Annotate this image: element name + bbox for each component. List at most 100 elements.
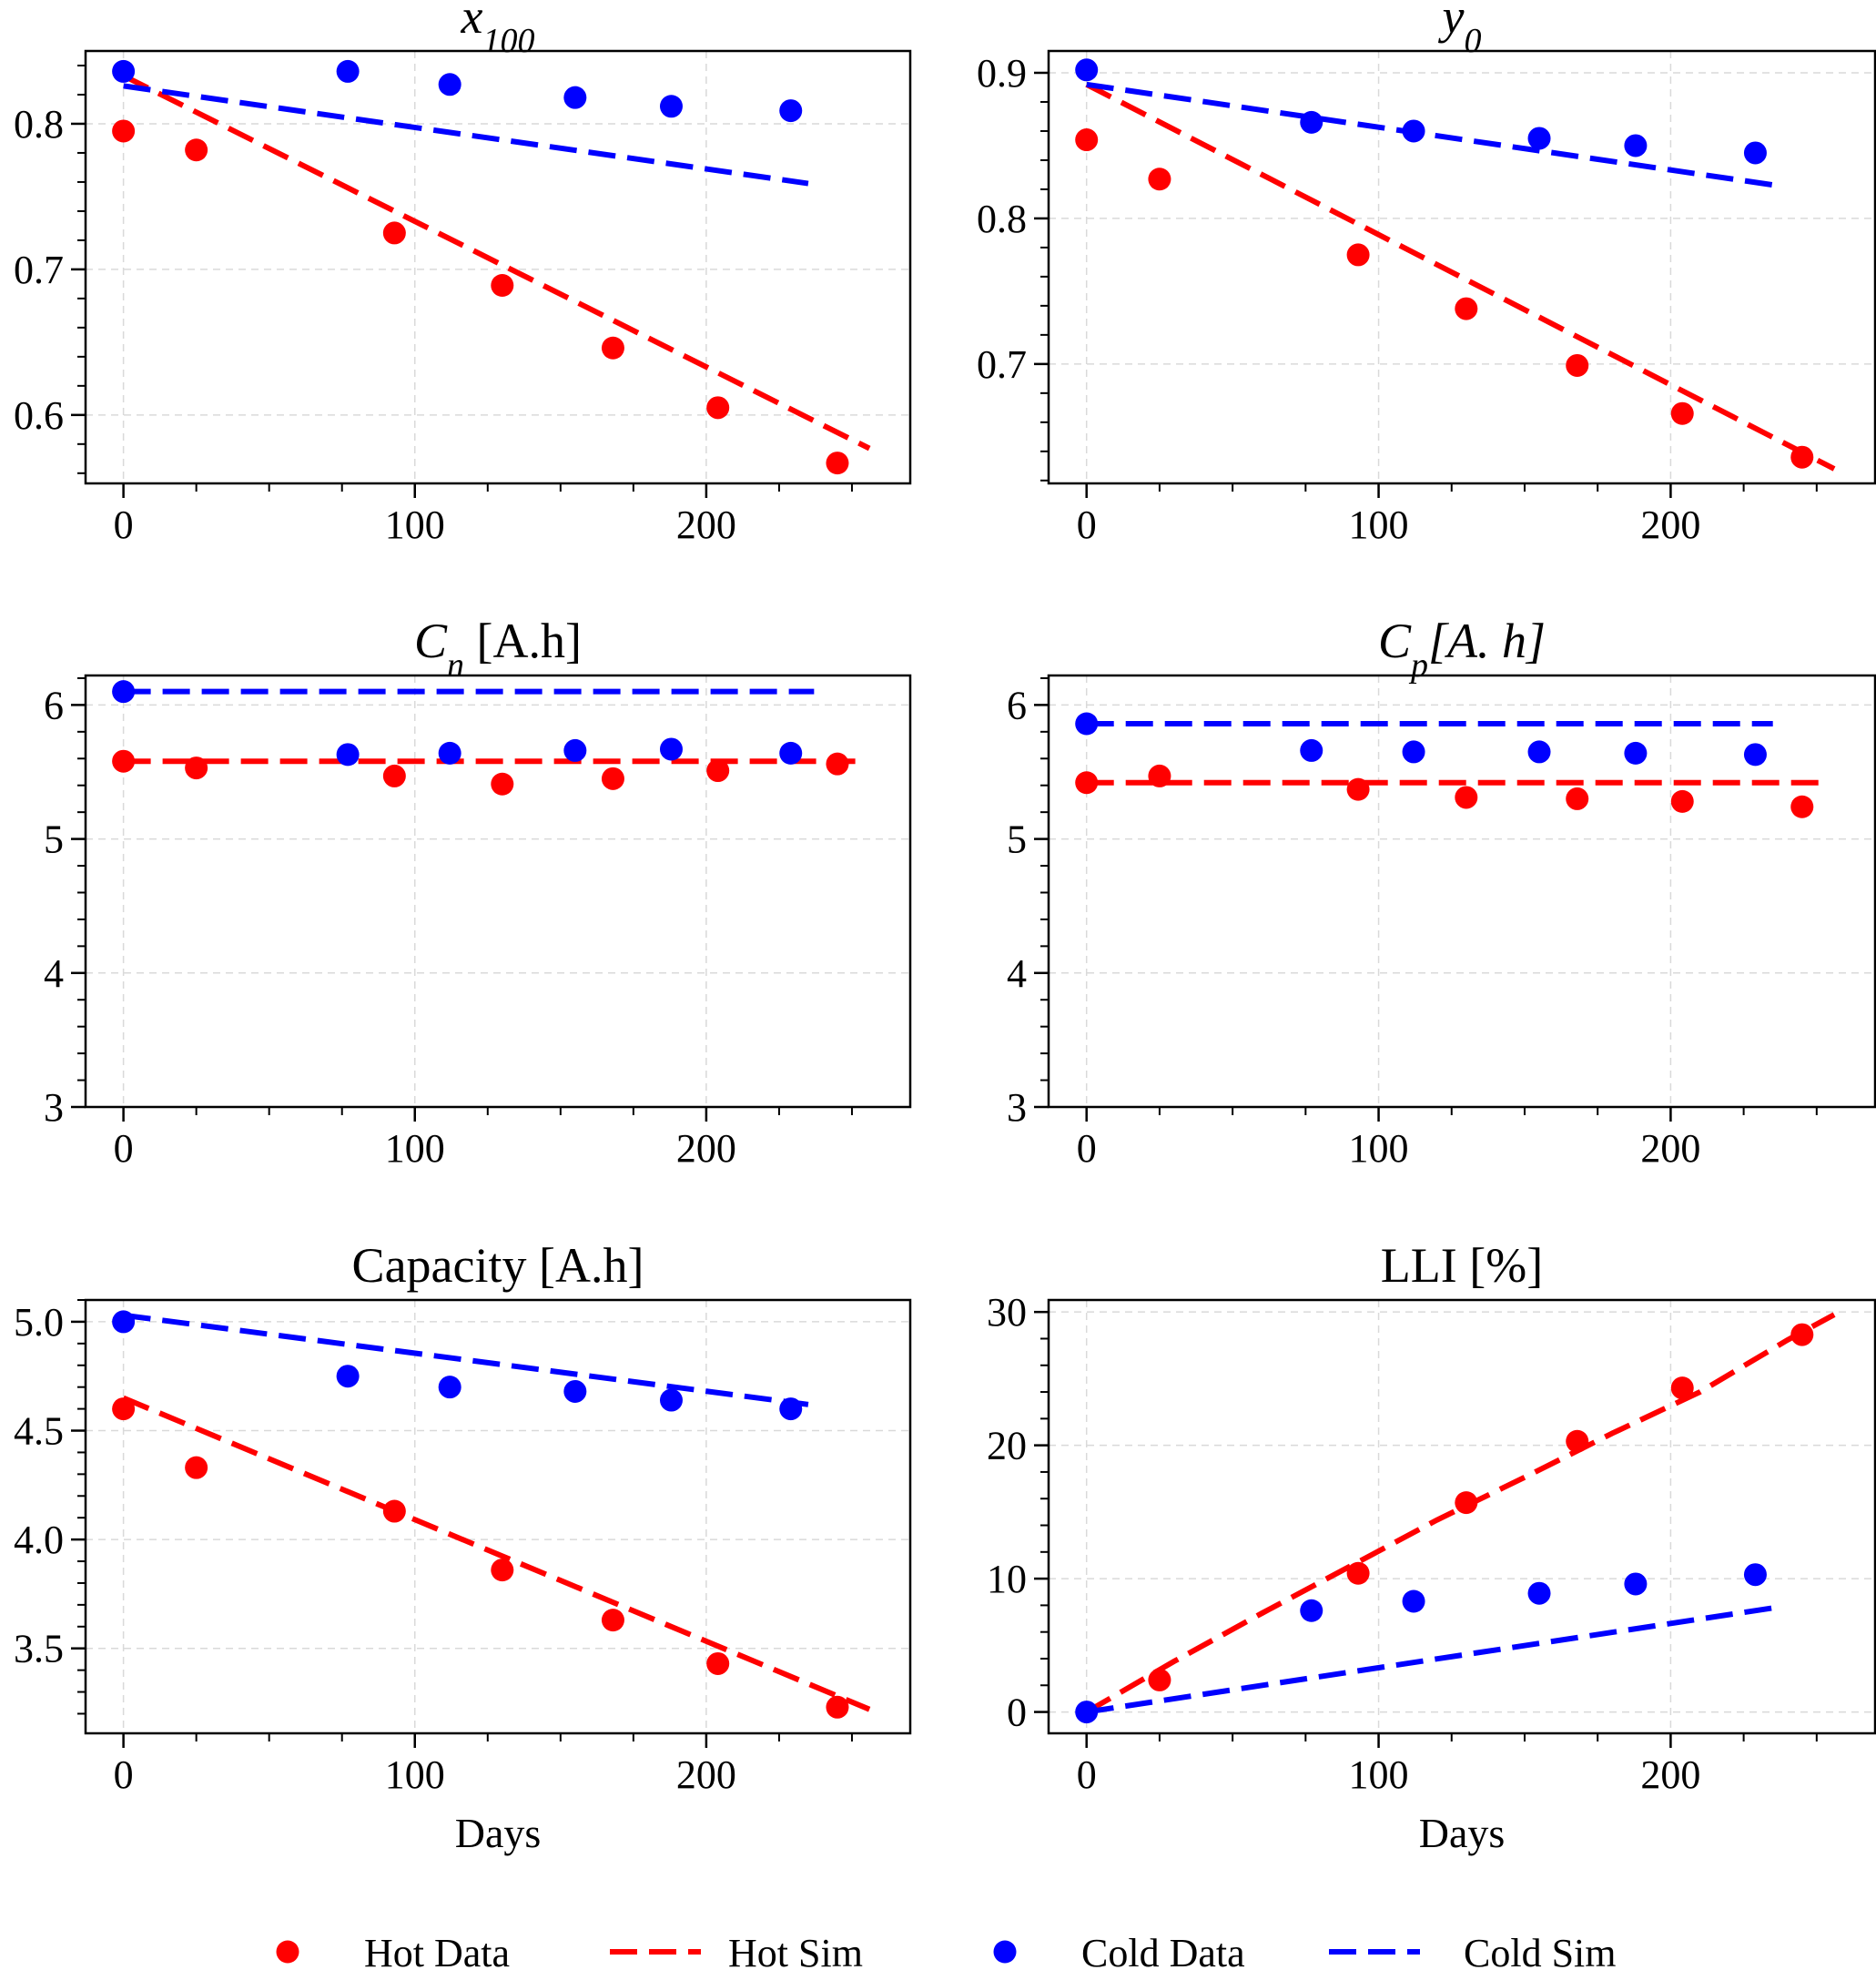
- plot-frame: [84, 674, 912, 1109]
- data-point-cold-data: [336, 743, 360, 767]
- data-point-cold-data: [659, 95, 683, 118]
- x-tick-label: 0: [1077, 503, 1097, 547]
- data-point-hot-data: [1148, 764, 1171, 787]
- data-point-hot-data: [382, 221, 406, 245]
- data-point-hot-data: [1790, 795, 1814, 818]
- data-point-hot-data: [1670, 789, 1694, 813]
- x-tick-label: 200: [676, 1752, 736, 1797]
- legend-marker: [276, 1940, 299, 1964]
- series-line-cold-sim: [123, 1312, 809, 1407]
- data-point-cold-data: [779, 741, 803, 765]
- title-unit: [A.h]: [464, 614, 582, 668]
- x-tick-label: 200: [676, 503, 736, 547]
- data-point-cold-data: [1743, 1563, 1767, 1587]
- series-line-hot-sim: [1085, 1312, 1836, 1715]
- x-tick-label: 0: [114, 1752, 134, 1797]
- y-tick-label: 20: [987, 1424, 1027, 1468]
- title-main: y: [1438, 0, 1465, 44]
- data-point-hot-data: [1790, 445, 1814, 469]
- series-line-hot-sim: [122, 1395, 871, 1712]
- data-point-hot-data: [1148, 1668, 1171, 1691]
- y-tick-label: 0.9: [977, 51, 1027, 96]
- series-line-cold-sim: [1086, 1605, 1774, 1715]
- data-point-hot-data: [1670, 401, 1694, 425]
- data-point-cold-data: [1402, 1589, 1425, 1613]
- data-point-cold-data: [563, 86, 587, 109]
- panel-3: 0 100 200 3 4 5 6 Cn [A.h]: [44, 614, 912, 1171]
- data-point-cold-data: [1402, 740, 1425, 764]
- data-point-hot-data: [1455, 786, 1478, 809]
- x-axis-label: Days: [1419, 1810, 1506, 1856]
- title-unit: [A. h]: [1428, 614, 1546, 668]
- data-point-cold-data: [438, 1376, 461, 1399]
- panel-title: LLI [%]: [1381, 1238, 1543, 1293]
- legend-label: Cold Sim: [1464, 1931, 1617, 1970]
- x-tick-label: 100: [1349, 1126, 1409, 1171]
- legend-item-cold-sim: Cold Sim: [1329, 1931, 1617, 1970]
- x-tick-label: 200: [1640, 503, 1700, 547]
- data-point-cold-data: [1075, 1701, 1099, 1724]
- x-tick-label: 0: [114, 1126, 134, 1171]
- data-point-hot-data: [826, 752, 849, 776]
- legend-item-cold-data: Cold Data: [993, 1931, 1245, 1970]
- data-point-hot-data: [1566, 353, 1589, 377]
- panel-title: Cn [A.h]: [414, 614, 582, 685]
- x-tick-label: 200: [1640, 1752, 1700, 1797]
- data-point-hot-data: [491, 772, 514, 796]
- data-point-hot-data: [1455, 297, 1478, 320]
- x-tick-label: 200: [676, 1126, 736, 1171]
- data-point-hot-data: [826, 1695, 849, 1719]
- data-point-cold-data: [112, 59, 136, 83]
- data-point-cold-data: [1075, 58, 1099, 82]
- title-subscript: n: [447, 646, 464, 685]
- data-point-cold-data: [659, 737, 683, 761]
- data-point-cold-data: [1075, 712, 1099, 736]
- data-point-cold-data: [1624, 134, 1648, 157]
- data-point-cold-data: [1624, 741, 1648, 765]
- data-point-cold-data: [336, 59, 360, 83]
- y-tick-label: 30: [987, 1290, 1027, 1335]
- series-line-cold-sim: [1086, 81, 1774, 188]
- data-point-hot-data: [112, 749, 136, 773]
- data-point-hot-data: [1790, 1323, 1814, 1346]
- data-point-hot-data: [601, 767, 624, 790]
- data-point-hot-data: [826, 452, 849, 475]
- title-subscript: p: [1408, 646, 1428, 685]
- data-point-cold-data: [779, 99, 803, 123]
- y-tick-label: 3.5: [14, 1627, 64, 1671]
- data-point-hot-data: [112, 1397, 136, 1421]
- panel-6: 0 100 200 0 10 20 30 LLI [%] Days: [987, 1238, 1876, 1856]
- data-point-cold-data: [438, 741, 461, 765]
- data-point-hot-data: [112, 119, 136, 143]
- data-point-hot-data: [1148, 168, 1171, 191]
- title-subscript: 100: [482, 22, 534, 60]
- data-point-cold-data: [1300, 110, 1323, 134]
- x-tick-label: 0: [1077, 1126, 1097, 1171]
- y-tick-label: 3: [1007, 1085, 1027, 1130]
- title-main: Capacity [A.h]: [352, 1238, 644, 1293]
- data-point-cold-data: [438, 73, 461, 96]
- data-point-hot-data: [382, 764, 406, 787]
- y-tick-label: 3: [44, 1085, 64, 1130]
- y-tick-label: 6: [1007, 683, 1027, 727]
- y-tick-label: 0: [1007, 1691, 1027, 1735]
- plot-frame: [1047, 49, 1876, 485]
- x-tick-label: 100: [385, 503, 445, 547]
- x-tick-label: 0: [1077, 1752, 1097, 1797]
- title-subscript: 0: [1464, 22, 1481, 60]
- panel-title: Capacity [A.h]: [352, 1238, 644, 1293]
- y-tick-label: 4.0: [14, 1518, 64, 1562]
- legend-item-hot-sim: Hot Sim: [610, 1931, 863, 1970]
- data-point-hot-data: [1566, 787, 1589, 810]
- data-point-hot-data: [185, 1456, 208, 1479]
- panel-5: 0 100 200 3.5 4.0 4.5 5.0 Capacity [A.h] Days: [14, 1238, 912, 1856]
- y-tick-label: 0.7: [14, 248, 64, 292]
- data-point-cold-data: [1300, 1599, 1323, 1622]
- data-point-cold-data: [1300, 738, 1323, 762]
- x-tick-label: 0: [114, 503, 134, 547]
- x-axis-label: Days: [455, 1810, 542, 1856]
- data-point-hot-data: [491, 273, 514, 297]
- data-point-hot-data: [382, 1499, 406, 1523]
